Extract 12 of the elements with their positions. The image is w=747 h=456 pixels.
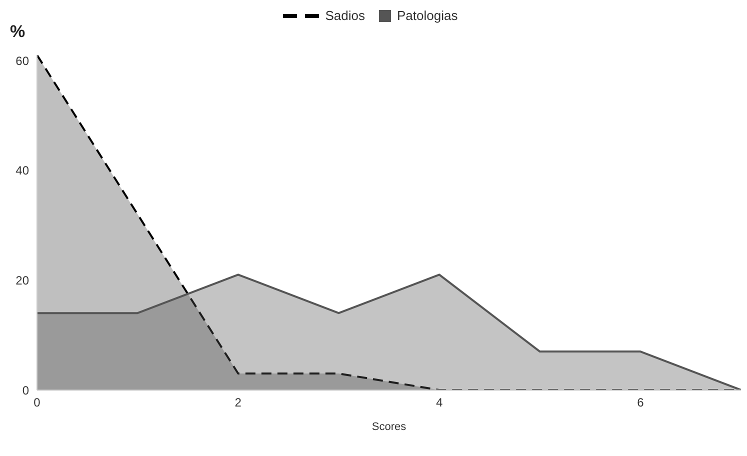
- y-tick-label: 20: [16, 273, 30, 288]
- y-axis-title: %: [10, 22, 26, 42]
- x-tick-label: 0: [34, 396, 41, 410]
- x-axis-title: Scores: [372, 421, 407, 433]
- legend-label: Patologias: [397, 8, 458, 23]
- y-tick-label: 0: [22, 383, 30, 398]
- x-tick-label: 4: [436, 396, 443, 410]
- y-tick-label: 60: [16, 54, 30, 68]
- legend-label: Sadios: [325, 8, 366, 23]
- x-tick-label: 6: [637, 396, 644, 410]
- x-tick-label: 2: [234, 396, 242, 410]
- y-tick-label: 40: [16, 164, 30, 178]
